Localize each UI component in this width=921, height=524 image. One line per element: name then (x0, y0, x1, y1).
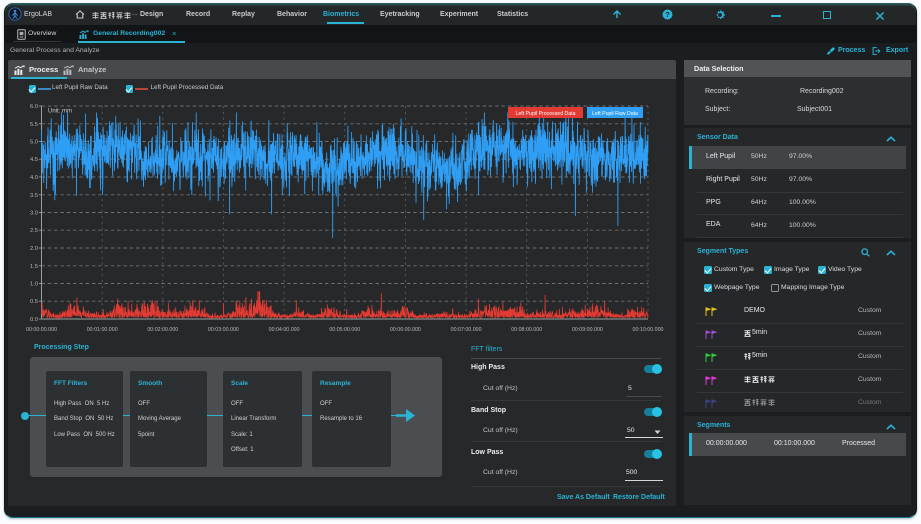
svg-text:4.0: 4.0 (30, 175, 38, 181)
svg-text:4.5: 4.5 (30, 157, 38, 163)
svg-text:00:07:00.000: 00:07:00.000 (451, 327, 482, 333)
svg-text:00:04:00.000: 00:04:00.000 (269, 327, 300, 333)
svg-text:00:05:00.000: 00:05:00.000 (329, 327, 360, 333)
svg-text:00:01:00.000: 00:01:00.000 (87, 327, 118, 333)
svg-text:3.5: 3.5 (30, 193, 38, 199)
svg-text:00:09:00.000: 00:09:00.000 (572, 327, 603, 333)
svg-text:00:02:00.000: 00:02:00.000 (147, 327, 178, 333)
svg-text:00:06:00.000: 00:06:00.000 (390, 327, 421, 333)
svg-text:2.5: 2.5 (30, 228, 38, 234)
svg-text:Unit: mm: Unit: mm (48, 109, 72, 115)
svg-text:00:10:00.000: 00:10:00.000 (633, 327, 664, 333)
svg-text:1.5: 1.5 (30, 264, 38, 270)
svg-text:00:00:00.000: 00:00:00.000 (26, 327, 57, 333)
svg-text:1.0: 1.0 (30, 282, 38, 288)
svg-text:Left Pupil Processed Data: Left Pupil Processed Data (516, 111, 576, 117)
svg-text:00:03:00.000: 00:03:00.000 (208, 327, 239, 333)
svg-text:5.0: 5.0 (30, 140, 38, 146)
svg-text:5.5: 5.5 (30, 122, 38, 128)
svg-text:3.0: 3.0 (30, 211, 38, 217)
svg-text:Left Pupil Raw Data: Left Pupil Raw Data (592, 111, 638, 117)
svg-text:6.0: 6.0 (30, 104, 38, 110)
svg-text:2.0: 2.0 (30, 246, 38, 252)
svg-text:0.0: 0.0 (30, 317, 38, 323)
svg-text:00:08:00.000: 00:08:00.000 (511, 327, 542, 333)
svg-text:?: ? (665, 10, 670, 19)
svg-text:0.5: 0.5 (30, 299, 38, 305)
